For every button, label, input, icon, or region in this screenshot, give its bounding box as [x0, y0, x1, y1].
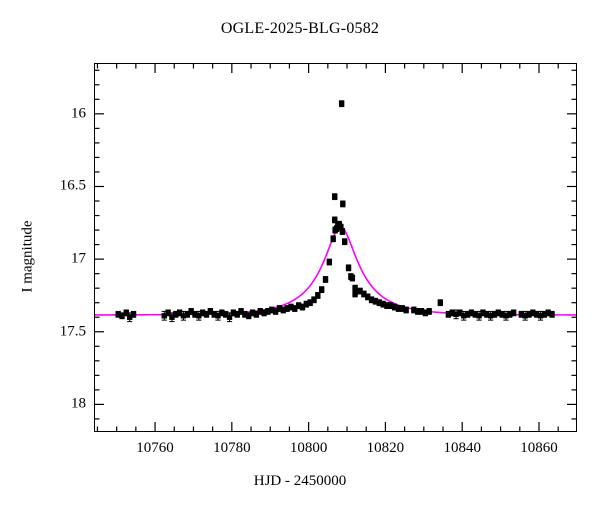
x-tick-label: 10760 — [136, 440, 174, 456]
plot-canvas — [94, 63, 577, 432]
plot-frame — [94, 63, 577, 432]
y-tick-label: 18 — [71, 395, 86, 412]
x-tick-label: 10840 — [443, 440, 481, 456]
x-tick-label: 10800 — [289, 440, 328, 456]
x-tick-label: 10860 — [520, 440, 558, 456]
x-tick-label: 10820 — [366, 440, 405, 456]
page-title: OGLE-2025-BLG-0582 — [220, 20, 380, 37]
x-axis-label: HJD - 2450000 — [253, 473, 347, 489]
y-tick-label: 17.5 — [59, 323, 86, 340]
y-tick-label: 16 — [71, 105, 86, 122]
y-tick-label: 16.5 — [59, 177, 86, 194]
x-tick-label: 10780 — [213, 440, 251, 456]
y-tick-label: 17 — [71, 250, 86, 267]
y-axis-label: I magnitude — [19, 220, 36, 293]
